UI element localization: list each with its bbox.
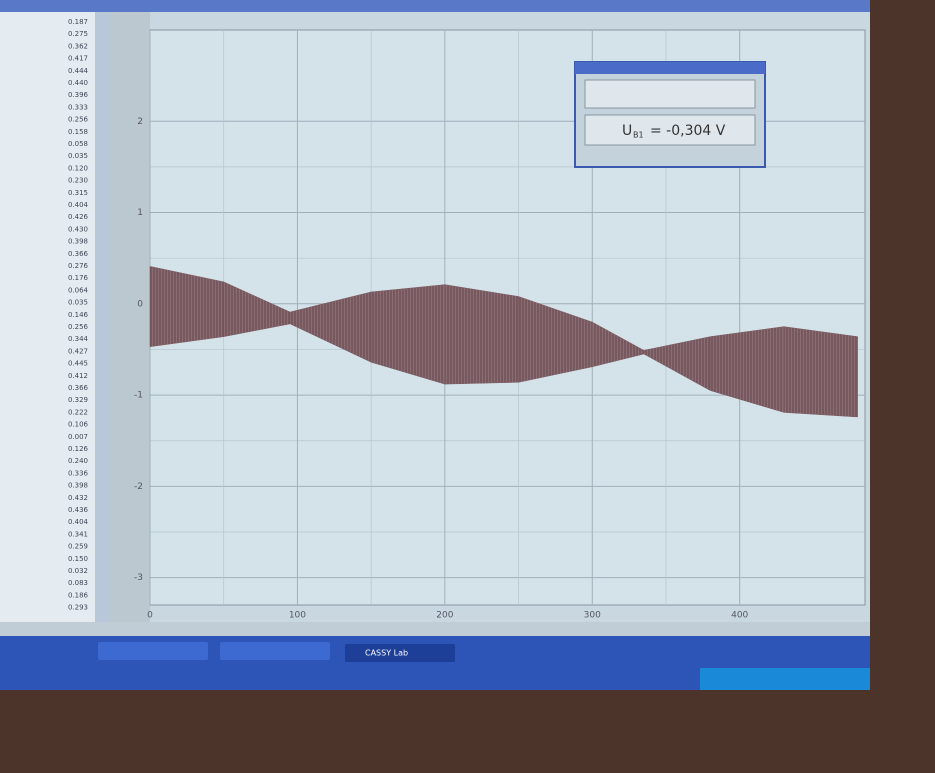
- table-cell: 0.126: [68, 445, 89, 453]
- screen: CASSY Lab 210-1-2-30100200300400 0.1870.…: [0, 0, 935, 773]
- table-cell: 0.366: [68, 384, 89, 392]
- table-cell: 0.035: [68, 299, 88, 307]
- table-cell: 0.064: [68, 286, 89, 294]
- signal-band: [445, 285, 519, 384]
- status-strip: [0, 622, 870, 636]
- table-cell: 0.007: [68, 433, 88, 441]
- meter-reading: = -0,304 V: [650, 123, 726, 139]
- y-tick-label: -3: [134, 573, 143, 583]
- table-cell: 0.329: [68, 396, 88, 404]
- table-cell: 0.436: [68, 506, 89, 514]
- y-tick-label: 2: [137, 117, 143, 127]
- table-cell: 0.417: [68, 55, 88, 63]
- table-cell: 0.256: [68, 323, 89, 331]
- table-cell: 0.430: [68, 225, 88, 233]
- table-cell: 0.256: [68, 116, 89, 124]
- table-cell: 0.333: [68, 103, 88, 111]
- table-cell: 0.230: [68, 177, 88, 185]
- table-cell: 0.106: [68, 421, 89, 429]
- table-cell: 0.276: [68, 262, 89, 270]
- table-cell: 0.035: [68, 152, 88, 160]
- x-tick-label: 100: [289, 611, 306, 621]
- table-cell: 0.336: [68, 469, 89, 477]
- table-cell: 0.240: [68, 457, 88, 465]
- table-cell: 0.315: [68, 189, 88, 197]
- table-cell: 0.404: [68, 201, 89, 209]
- table-cell: 0.187: [68, 18, 88, 26]
- table-cell: 0.058: [68, 140, 88, 148]
- table-cell: 0.432: [68, 494, 88, 502]
- x-tick-label: 200: [436, 611, 453, 621]
- table-cell: 0.341: [68, 530, 88, 538]
- table-cell: 0.426: [68, 213, 89, 221]
- y-tick-label: 0: [137, 299, 143, 309]
- table-cell: 0.398: [68, 482, 88, 490]
- table-cell: 0.222: [68, 408, 88, 416]
- wall: [870, 0, 935, 773]
- y-tick-label: -2: [134, 482, 143, 492]
- taskbar-label: CASSY Lab: [365, 649, 408, 658]
- table-cell: 0.158: [68, 128, 88, 136]
- table-cell: 0.396: [68, 91, 89, 99]
- table-cell: 0.412: [68, 372, 88, 380]
- table-cell: 0.344: [68, 335, 89, 343]
- x-tick-label: 300: [584, 611, 601, 621]
- x-tick-label: 0: [147, 611, 153, 621]
- meter-window: U B1 = -0,304 V: [575, 62, 765, 167]
- title-bar: [0, 0, 870, 12]
- table-cell: 0.362: [68, 42, 88, 50]
- table: 0.187 0.275 0.362 0.417 0.444 0.440 0.396 0.333…: [68, 18, 89, 612]
- table-cell: 0.427: [68, 347, 88, 355]
- meter-symbol: U: [622, 123, 632, 139]
- table-cell: 0.032: [68, 567, 88, 575]
- scrollbar: [95, 12, 110, 622]
- y-tick-label: -1: [134, 391, 143, 401]
- taskbar-button[interactable]: [220, 642, 330, 660]
- table-cell: 0.398: [68, 238, 88, 246]
- signal-band: [784, 327, 858, 417]
- table-cell: 0.440: [68, 79, 88, 87]
- tray: [700, 668, 870, 690]
- table-cell: 0.366: [68, 250, 89, 258]
- table-cell: 0.146: [68, 311, 89, 319]
- table-cell: 0.275: [68, 30, 88, 38]
- y-tick-label: 1: [137, 208, 143, 218]
- table-cell: 0.293: [68, 604, 88, 612]
- photo: CASSY Lab 210-1-2-30100200300400 0.1870.…: [0, 0, 935, 773]
- table-cell: 0.445: [68, 360, 88, 368]
- table-cell: 0.120: [68, 164, 88, 172]
- table-cell: 0.444: [68, 67, 89, 75]
- table-cell: 0.259: [68, 543, 88, 551]
- meter-subscript: B1: [633, 131, 644, 140]
- wall: [0, 690, 935, 773]
- table-cell: 0.083: [68, 579, 88, 587]
- axis-panel: [110, 12, 150, 622]
- table-cell: 0.404: [68, 518, 89, 526]
- table-cell: 0.176: [68, 274, 89, 282]
- table-cell: 0.150: [68, 555, 88, 563]
- x-tick-label: 400: [731, 611, 748, 621]
- taskbar-button[interactable]: [98, 642, 208, 660]
- table-cell: 0.186: [68, 591, 89, 599]
